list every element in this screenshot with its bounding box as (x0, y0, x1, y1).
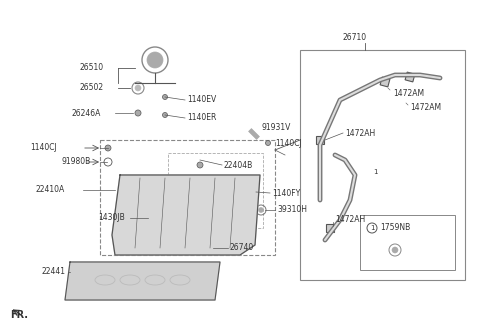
Circle shape (137, 182, 143, 188)
Text: 22441: 22441 (42, 268, 66, 277)
Text: 1140CJ: 1140CJ (30, 144, 57, 153)
Text: 1: 1 (373, 169, 377, 175)
Text: 26502: 26502 (80, 84, 104, 92)
Text: 1472AM: 1472AM (410, 102, 441, 112)
Text: 26246A: 26246A (72, 109, 101, 117)
Text: 26710: 26710 (343, 33, 367, 43)
Bar (326, 224, 334, 232)
Text: 91931V: 91931V (262, 122, 291, 132)
Circle shape (165, 182, 171, 188)
Text: 1759NB: 1759NB (380, 223, 410, 233)
Circle shape (259, 208, 264, 213)
Text: 1472AH: 1472AH (345, 129, 375, 137)
Text: 1430JB: 1430JB (98, 214, 125, 222)
Bar (380, 77, 390, 87)
Text: 1140EV: 1140EV (187, 95, 216, 105)
Circle shape (163, 113, 168, 117)
Text: 22404B: 22404B (224, 160, 253, 170)
Text: 39310H: 39310H (277, 206, 307, 215)
Text: 1140CJ: 1140CJ (275, 138, 302, 148)
Circle shape (253, 190, 259, 195)
Circle shape (150, 215, 156, 221)
Text: 26510: 26510 (80, 64, 104, 72)
Circle shape (135, 110, 141, 116)
Circle shape (147, 52, 163, 68)
Circle shape (219, 182, 225, 188)
Circle shape (369, 166, 381, 178)
Text: 91980B: 91980B (62, 157, 91, 167)
FancyArrow shape (249, 129, 259, 139)
Circle shape (192, 182, 198, 188)
Bar (316, 136, 324, 144)
Text: 1140ER: 1140ER (187, 113, 216, 122)
Text: 1472AH: 1472AH (335, 215, 365, 224)
Polygon shape (112, 175, 260, 255)
Circle shape (265, 140, 271, 146)
Circle shape (197, 162, 203, 168)
Text: 1140FY: 1140FY (272, 189, 300, 197)
Text: 26740: 26740 (230, 243, 254, 253)
Text: FR.: FR. (10, 310, 28, 320)
Text: 1472AM: 1472AM (393, 89, 424, 97)
Text: 22410A: 22410A (35, 186, 64, 195)
Text: 1: 1 (370, 225, 374, 231)
Circle shape (135, 85, 141, 91)
Circle shape (163, 94, 168, 99)
Bar (405, 72, 415, 82)
Circle shape (392, 247, 398, 253)
Circle shape (105, 145, 111, 151)
Polygon shape (65, 262, 220, 300)
